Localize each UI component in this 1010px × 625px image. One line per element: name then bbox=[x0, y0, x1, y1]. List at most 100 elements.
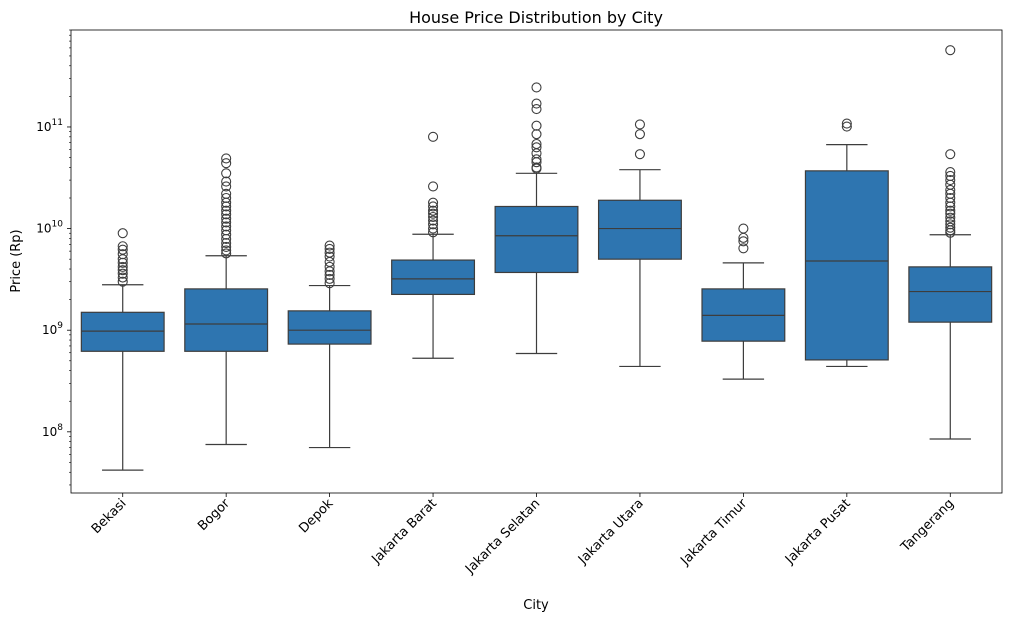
outlier-point bbox=[117, 276, 128, 287]
x-tick-label: Jakarta Pusat bbox=[782, 496, 854, 568]
outlier-point bbox=[117, 244, 128, 255]
outlier-point bbox=[428, 201, 439, 212]
x-tick-label: Jakarta Timur bbox=[677, 496, 750, 569]
outlier-point bbox=[221, 168, 232, 179]
outlier-point bbox=[221, 176, 232, 187]
y-tick-label: 109 bbox=[42, 321, 63, 337]
outlier-point bbox=[324, 247, 335, 258]
box-group-bekasi bbox=[80, 228, 165, 471]
outlier-point bbox=[945, 149, 956, 160]
y-tick-label-base: 10 bbox=[42, 425, 57, 439]
outlier-point bbox=[117, 241, 128, 252]
y-tick-label-base: 10 bbox=[36, 222, 51, 236]
outlier-point bbox=[634, 129, 645, 140]
outlier-point bbox=[945, 184, 956, 195]
outlier-point bbox=[531, 162, 542, 173]
outlier-point bbox=[221, 229, 232, 240]
outlier-point bbox=[221, 221, 232, 232]
x-tick-label: Depok bbox=[296, 496, 336, 536]
outlier-point bbox=[221, 181, 232, 192]
x-tick-label: Jakarta Utara bbox=[575, 496, 647, 568]
y-tick-label-exponent: 11 bbox=[52, 118, 63, 128]
outlier-point bbox=[531, 120, 542, 131]
outlier-point bbox=[221, 213, 232, 224]
outlier-point bbox=[117, 249, 128, 260]
outlier-point bbox=[117, 268, 128, 279]
outlier-point bbox=[531, 98, 542, 109]
outlier-point bbox=[324, 278, 335, 289]
outlier-point bbox=[945, 208, 956, 219]
outlier-point bbox=[221, 205, 232, 216]
outlier-point bbox=[634, 119, 645, 130]
outlier-point bbox=[531, 129, 542, 140]
iqr-box bbox=[184, 288, 269, 352]
outlier-point bbox=[945, 219, 956, 230]
outlier-point bbox=[531, 142, 542, 153]
iqr-box bbox=[597, 199, 682, 260]
y-axis-label: Price (Rp) bbox=[9, 229, 24, 292]
outlier-point bbox=[428, 208, 439, 219]
outlier-point bbox=[531, 82, 542, 93]
box-group-jakarta-utara bbox=[597, 119, 682, 368]
iqr-box bbox=[494, 205, 579, 274]
outlier-point bbox=[324, 240, 335, 251]
outlier-point bbox=[221, 209, 232, 220]
outlier-point bbox=[324, 261, 335, 272]
x-tick-label: Jakarta Selatan bbox=[462, 496, 543, 577]
outlier-point bbox=[945, 170, 956, 181]
outlier-point bbox=[324, 251, 335, 262]
outlier-point bbox=[221, 245, 232, 256]
outlier-point bbox=[738, 236, 749, 247]
outlier-point bbox=[945, 222, 956, 233]
box-group-bogor bbox=[184, 153, 269, 446]
outlier-point bbox=[428, 223, 439, 234]
outlier-point bbox=[117, 265, 128, 276]
outlier-point bbox=[634, 149, 645, 160]
x-tick-label: Bogor bbox=[195, 496, 233, 534]
outlier-point bbox=[221, 188, 232, 199]
boxes-layer bbox=[80, 45, 993, 471]
outlier-point bbox=[945, 45, 956, 56]
outlier-point bbox=[324, 269, 335, 280]
outlier-point bbox=[221, 153, 232, 164]
outlier-point bbox=[841, 118, 852, 129]
outlier-point bbox=[428, 181, 439, 192]
y-tick-label: 1011 bbox=[36, 118, 63, 134]
x-axis-label: City bbox=[523, 598, 549, 613]
x-tick-label: Bekasi bbox=[89, 496, 130, 537]
outlier-point bbox=[945, 227, 956, 238]
iqr-box bbox=[391, 259, 476, 296]
outlier-point bbox=[324, 273, 335, 284]
outlier-point bbox=[841, 121, 852, 132]
box-group-tangerang bbox=[908, 45, 993, 440]
outlier-point bbox=[428, 197, 439, 208]
box-group-jakarta-selatan bbox=[494, 82, 579, 355]
x-ticks-layer: Bekasi Bogor Depok Jakarta Barat Jakarta Sel… bbox=[89, 493, 957, 577]
outlier-point bbox=[531, 104, 542, 115]
y-tick-label-exponent: 10 bbox=[52, 220, 64, 230]
outlier-point bbox=[945, 205, 956, 216]
outlier-point bbox=[738, 223, 749, 234]
iqr-box bbox=[908, 266, 993, 323]
outlier-point bbox=[531, 138, 542, 150]
y-tick-label-exponent: 9 bbox=[57, 321, 63, 331]
outlier-point bbox=[221, 238, 232, 249]
iqr-box bbox=[804, 170, 889, 361]
chart-title: House Price Distribution by City bbox=[409, 8, 663, 27]
outlier-point bbox=[945, 192, 956, 204]
outlier-point bbox=[945, 216, 956, 227]
box-group-jakarta-pusat bbox=[804, 118, 889, 368]
outlier-point bbox=[221, 158, 232, 169]
iqr-box bbox=[80, 311, 165, 352]
outlier-point bbox=[221, 225, 232, 236]
y-tick-label-exponent: 8 bbox=[57, 423, 63, 433]
outlier-point bbox=[117, 228, 128, 239]
outlier-point bbox=[117, 272, 128, 283]
outlier-point bbox=[945, 167, 956, 178]
outlier-point bbox=[221, 241, 232, 252]
outlier-point bbox=[428, 219, 439, 230]
outlier-point bbox=[945, 175, 956, 186]
